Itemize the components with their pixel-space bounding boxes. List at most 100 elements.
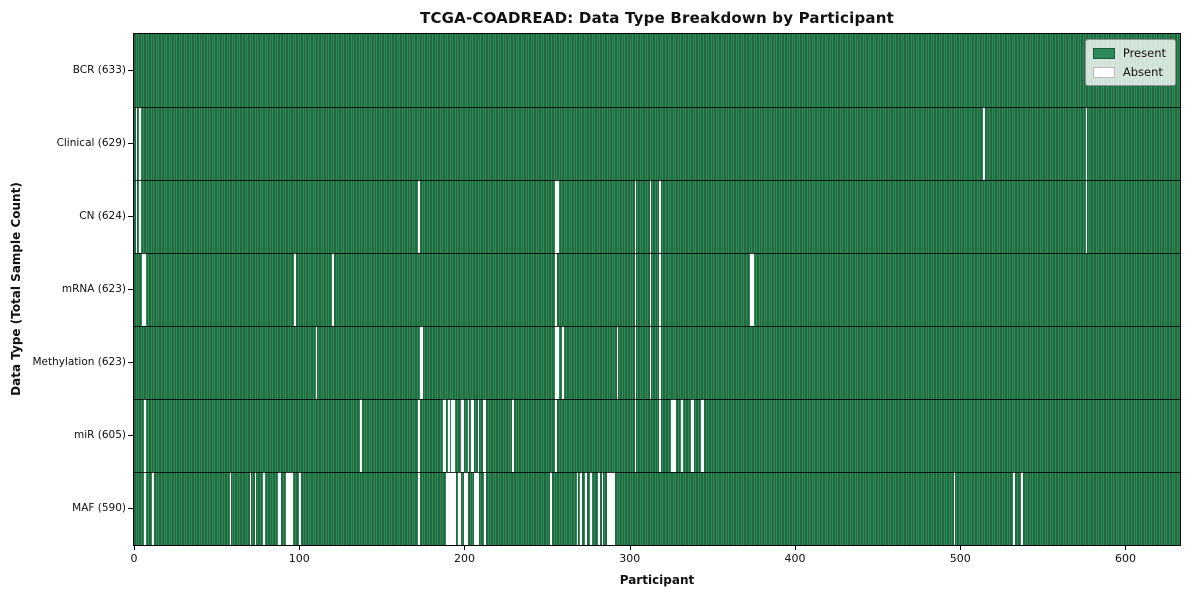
absent-stripe — [454, 472, 457, 545]
absent-stripe — [476, 472, 478, 545]
absent-stripe — [557, 326, 559, 399]
absent-stripe — [418, 180, 420, 253]
absent-stripe — [659, 253, 662, 326]
absent-stripe — [649, 326, 652, 399]
heatmap-row-BCR — [134, 34, 1180, 107]
absent-stripe — [143, 472, 146, 545]
absent-stripe — [550, 472, 553, 545]
absent-stripe — [299, 472, 301, 545]
x-tick — [960, 546, 962, 550]
absent-stripe — [418, 399, 420, 472]
heatmap-row-CN — [134, 180, 1180, 253]
absent-stripe — [315, 326, 318, 399]
x-tick-label-200: 200 — [453, 552, 475, 565]
absent-stripe — [452, 399, 455, 472]
x-axis: 0 100 200 300 400 500 600 — [130, 546, 1180, 576]
absent-stripe — [512, 399, 515, 472]
x-tick-label-500: 500 — [949, 552, 971, 565]
y-tick — [128, 507, 133, 509]
absent-stripe — [580, 472, 582, 545]
absent-stripe — [451, 399, 453, 472]
absent-stripe — [1085, 180, 1088, 253]
y-tick — [128, 434, 133, 436]
absent-stripe — [138, 107, 141, 180]
absent-stripe — [671, 399, 673, 472]
absent-stripe — [152, 472, 154, 545]
x-tick — [134, 546, 135, 550]
absent-stripe — [289, 472, 291, 545]
heatmap-row-MAF — [134, 472, 1180, 545]
absent-stripe — [608, 472, 610, 545]
absent-stripe — [634, 399, 637, 472]
absent-stripe — [143, 399, 146, 472]
absent-stripe — [585, 472, 587, 545]
absent-stripe — [262, 472, 265, 545]
chart-title: TCGA-COADREAD: Data Type Breakdown by Pa… — [420, 9, 894, 27]
y-tick — [128, 142, 133, 144]
y-tick — [128, 215, 133, 217]
absent-stripe — [254, 472, 257, 545]
heatmap-rows — [134, 34, 1180, 545]
x-tick — [1125, 546, 1127, 550]
y-tick-label-Methylation: Methylation (623) — [32, 355, 126, 368]
absent-stripe — [229, 472, 232, 545]
absent-stripe — [674, 399, 676, 472]
x-tick — [464, 546, 466, 550]
absent-stripe — [659, 399, 662, 472]
absent-stripe — [1013, 472, 1015, 545]
y-tick-label-mRNA: mRNA (623) — [61, 282, 126, 295]
absent-stripe — [135, 180, 138, 253]
x-tick-label-0: 0 — [130, 552, 138, 565]
absent-stripe — [471, 399, 473, 472]
absent-stripe — [444, 399, 447, 472]
x-axis-label: Participant — [619, 573, 695, 587]
absent-stripe — [466, 472, 468, 545]
y-tick — [128, 361, 133, 363]
absent-stripe — [135, 107, 138, 180]
x-tick-label-100: 100 — [288, 552, 310, 565]
absent-stripe — [290, 472, 293, 545]
legend: Present Absent — [1084, 39, 1176, 86]
heatmap-row-miR — [134, 399, 1180, 472]
y-tick — [128, 288, 133, 290]
legend-entry-absent: Absent — [1092, 65, 1166, 79]
absent-stripe — [452, 472, 455, 545]
absent-stripe — [576, 472, 579, 545]
absent-stripe — [1085, 107, 1088, 180]
absent-stripe — [459, 472, 462, 545]
x-tick-label-400: 400 — [784, 552, 806, 565]
absent-stripe — [690, 399, 693, 472]
absent-stripe — [601, 472, 604, 545]
legend-present-label: Present — [1122, 46, 1166, 60]
absent-stripe — [555, 399, 557, 472]
absent-stripe — [279, 472, 282, 545]
absent-stripe — [449, 472, 452, 545]
absent-stripe — [360, 399, 363, 472]
absent-stripe — [249, 472, 252, 545]
absent-stripe — [555, 253, 557, 326]
y-tick-label-BCR: BCR (633) — [72, 63, 126, 76]
absent-stripe — [447, 472, 450, 545]
absent-stripe — [555, 180, 557, 253]
absent-stripe — [598, 472, 600, 545]
absent-stripe — [447, 399, 450, 472]
absent-stripe — [659, 180, 662, 253]
absent-stripe — [294, 253, 296, 326]
absent-stripe — [702, 399, 705, 472]
absent-stripe — [287, 472, 290, 545]
absent-stripe — [692, 399, 695, 472]
absent-stripe — [983, 107, 985, 180]
absent-stripe — [484, 472, 486, 545]
absent-stripe — [286, 472, 288, 545]
absent-stripe — [750, 253, 752, 326]
absent-stripe — [672, 399, 675, 472]
absent-stripe — [464, 472, 467, 545]
absent-stripe — [474, 472, 477, 545]
legend-entry-present: Present — [1092, 46, 1166, 60]
absent-stripe — [606, 472, 609, 545]
absent-stripe — [472, 399, 475, 472]
absent-stripe — [561, 326, 564, 399]
absent-stripe — [616, 326, 619, 399]
absent-stripe — [700, 399, 703, 472]
absent-stripe — [477, 472, 480, 545]
